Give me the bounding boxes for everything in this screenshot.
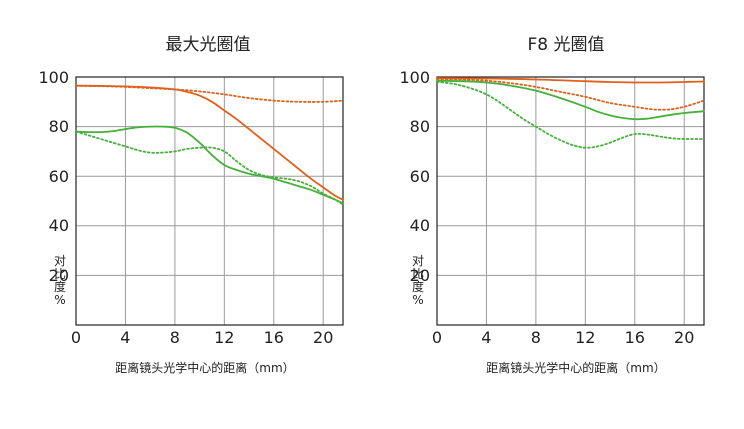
mtf-curve-orange-solid xyxy=(436,77,705,84)
x-tick-label: 4 xyxy=(481,328,491,347)
y-tick-labels: 100 80 60 40 20 xyxy=(399,68,430,285)
mtf-curves xyxy=(75,84,344,206)
x-tick-label: 12 xyxy=(575,328,595,347)
y-tick-label: 40 xyxy=(410,216,430,235)
y-tick-label: 40 xyxy=(49,216,69,235)
x-tick-label: 8 xyxy=(170,328,180,347)
y-tick-label: 100 xyxy=(399,68,430,87)
x-tick-label: 0 xyxy=(71,328,81,347)
x-axis-label: 距离镜头光学中心的距离（mm） xyxy=(486,360,665,375)
grid-lines xyxy=(76,77,343,325)
x-tick-label: 16 xyxy=(625,328,645,347)
chart-panel-wide-open: 最大光圈值 100 80 60 40 20 0 4 8 12 16 20 对比度… xyxy=(38,35,344,375)
x-tick-label: 4 xyxy=(120,328,130,347)
y-tick-label: 80 xyxy=(49,117,69,136)
x-tick-label: 12 xyxy=(214,328,234,347)
plot-frame xyxy=(436,76,705,326)
chart-title: 最大光圈值 xyxy=(166,35,251,55)
x-tick-labels: 0 4 8 12 16 20 xyxy=(432,328,694,347)
mtf-curve-green-dotted xyxy=(75,130,344,206)
y-tick-label: 60 xyxy=(49,167,69,186)
grid-lines xyxy=(437,77,704,325)
mtf-curve-green-dotted xyxy=(436,81,705,149)
x-axis-label: 距离镜头光学中心的距离（mm） xyxy=(115,360,294,375)
mtf-curve-orange-solid xyxy=(75,84,344,201)
x-tick-label: 20 xyxy=(674,328,694,347)
x-tick-label: 0 xyxy=(432,328,442,347)
x-tick-label: 20 xyxy=(313,328,333,347)
mtf-curves xyxy=(436,77,705,149)
y-tick-label: 20 xyxy=(49,266,69,285)
y-tick-labels: 100 80 60 40 20 xyxy=(38,68,69,285)
y-tick-label: 100 xyxy=(38,68,69,87)
mtf-curve-green-solid xyxy=(75,125,344,205)
chart-title: F8 光圈值 xyxy=(528,35,605,55)
mtf-curve-green-solid xyxy=(436,79,705,121)
y-tick-label: 60 xyxy=(410,167,430,186)
chart-panel-f8: F8 光圈值 100 80 60 40 20 0 4 8 12 16 20 对比… xyxy=(399,35,705,375)
y-axis-label: 对比度% xyxy=(412,254,424,307)
mtf-curve-orange-dotted xyxy=(75,84,344,103)
x-tick-labels: 0 4 8 12 16 20 xyxy=(71,328,333,347)
y-tick-label: 80 xyxy=(410,117,430,136)
x-tick-label: 16 xyxy=(264,328,284,347)
y-axis-label: 对比度% xyxy=(54,254,66,307)
y-tick-label: 20 xyxy=(410,266,430,285)
x-tick-label: 8 xyxy=(531,328,541,347)
mtf-curve-orange-dotted xyxy=(436,78,705,111)
plot-frame xyxy=(75,76,344,326)
